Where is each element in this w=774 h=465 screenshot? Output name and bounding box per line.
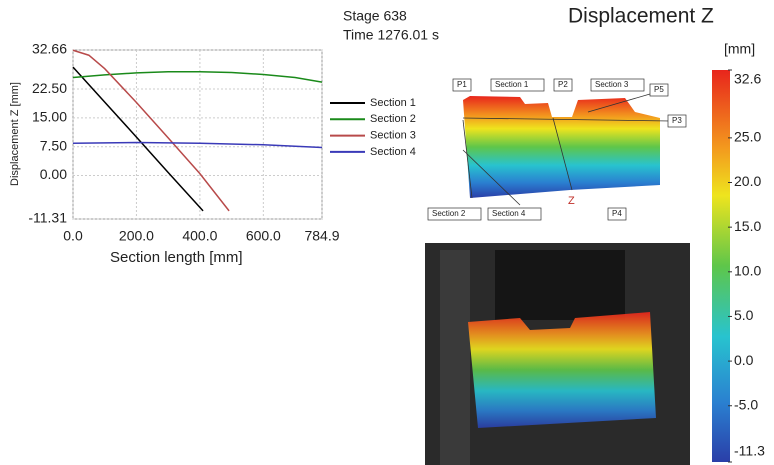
colorbar-tick-label: -11.3 xyxy=(734,443,765,459)
diagram-label: Section 1 xyxy=(495,80,529,89)
surface-3d xyxy=(463,96,660,198)
y-tick-label: 32.66 xyxy=(32,41,67,57)
photo-surface xyxy=(468,312,656,428)
colorbar-tick-label: 20.0 xyxy=(734,173,761,189)
x-axis-label: Section length [mm] xyxy=(110,249,243,266)
x-tick-label: 784.9 xyxy=(304,228,339,244)
diagram-label: P3 xyxy=(672,116,682,125)
y-tick-label: 22.50 xyxy=(32,80,67,96)
colorbar xyxy=(712,70,730,462)
y-tick-label: 7.50 xyxy=(40,137,67,153)
diagram-label: P1 xyxy=(457,80,467,89)
colorbar-tick-label: 25.0 xyxy=(734,129,761,145)
series-line xyxy=(73,72,322,82)
diagram-label: Section 2 xyxy=(432,209,466,218)
x-tick-label: 200.0 xyxy=(119,228,154,244)
axis-marker: Z xyxy=(568,195,575,207)
colorbar-tick-label: 15.0 xyxy=(734,218,761,234)
diagram-label: P5 xyxy=(654,85,664,94)
y-tick-label: 15.00 xyxy=(32,109,67,125)
colorbar-tick-label: 10.0 xyxy=(734,263,761,279)
legend-label: Section 4 xyxy=(370,146,416,158)
photo-detail xyxy=(440,250,470,465)
colorbar-tick-label: 32.6 xyxy=(734,71,761,87)
x-tick-label: 0.0 xyxy=(63,228,83,244)
colorbar-tick-label: 0.0 xyxy=(734,352,754,368)
diagram-label: Section 3 xyxy=(595,80,629,89)
colorbar-label: [mm] xyxy=(724,41,755,57)
diagram-label: P4 xyxy=(612,209,622,218)
legend-label: Section 2 xyxy=(370,113,416,125)
y-axis-label: Displacement Z [mm] xyxy=(9,82,21,186)
colorbar-tick-label: 5.0 xyxy=(734,307,754,323)
diagram-label: P2 xyxy=(558,80,568,89)
legend-label: Section 1 xyxy=(370,97,416,109)
stage: Stage 638 xyxy=(343,8,407,24)
colorbar-tick-label: -5.0 xyxy=(734,396,758,412)
title: Displacement Z xyxy=(568,5,714,28)
x-tick-label: 600.0 xyxy=(246,228,281,244)
y-tick-label: -11.31 xyxy=(28,210,67,226)
series-line xyxy=(73,50,229,211)
legend-label: Section 3 xyxy=(370,130,416,142)
photo-detail xyxy=(495,250,625,320)
y-tick-label: 0.00 xyxy=(40,166,67,182)
screen: Stage 638 Time 1276.01 s Displacement Z … xyxy=(0,0,774,465)
x-tick-label: 400.0 xyxy=(182,228,217,244)
diagram-label: Section 4 xyxy=(492,209,526,218)
time: Time 1276.01 s xyxy=(343,27,439,43)
